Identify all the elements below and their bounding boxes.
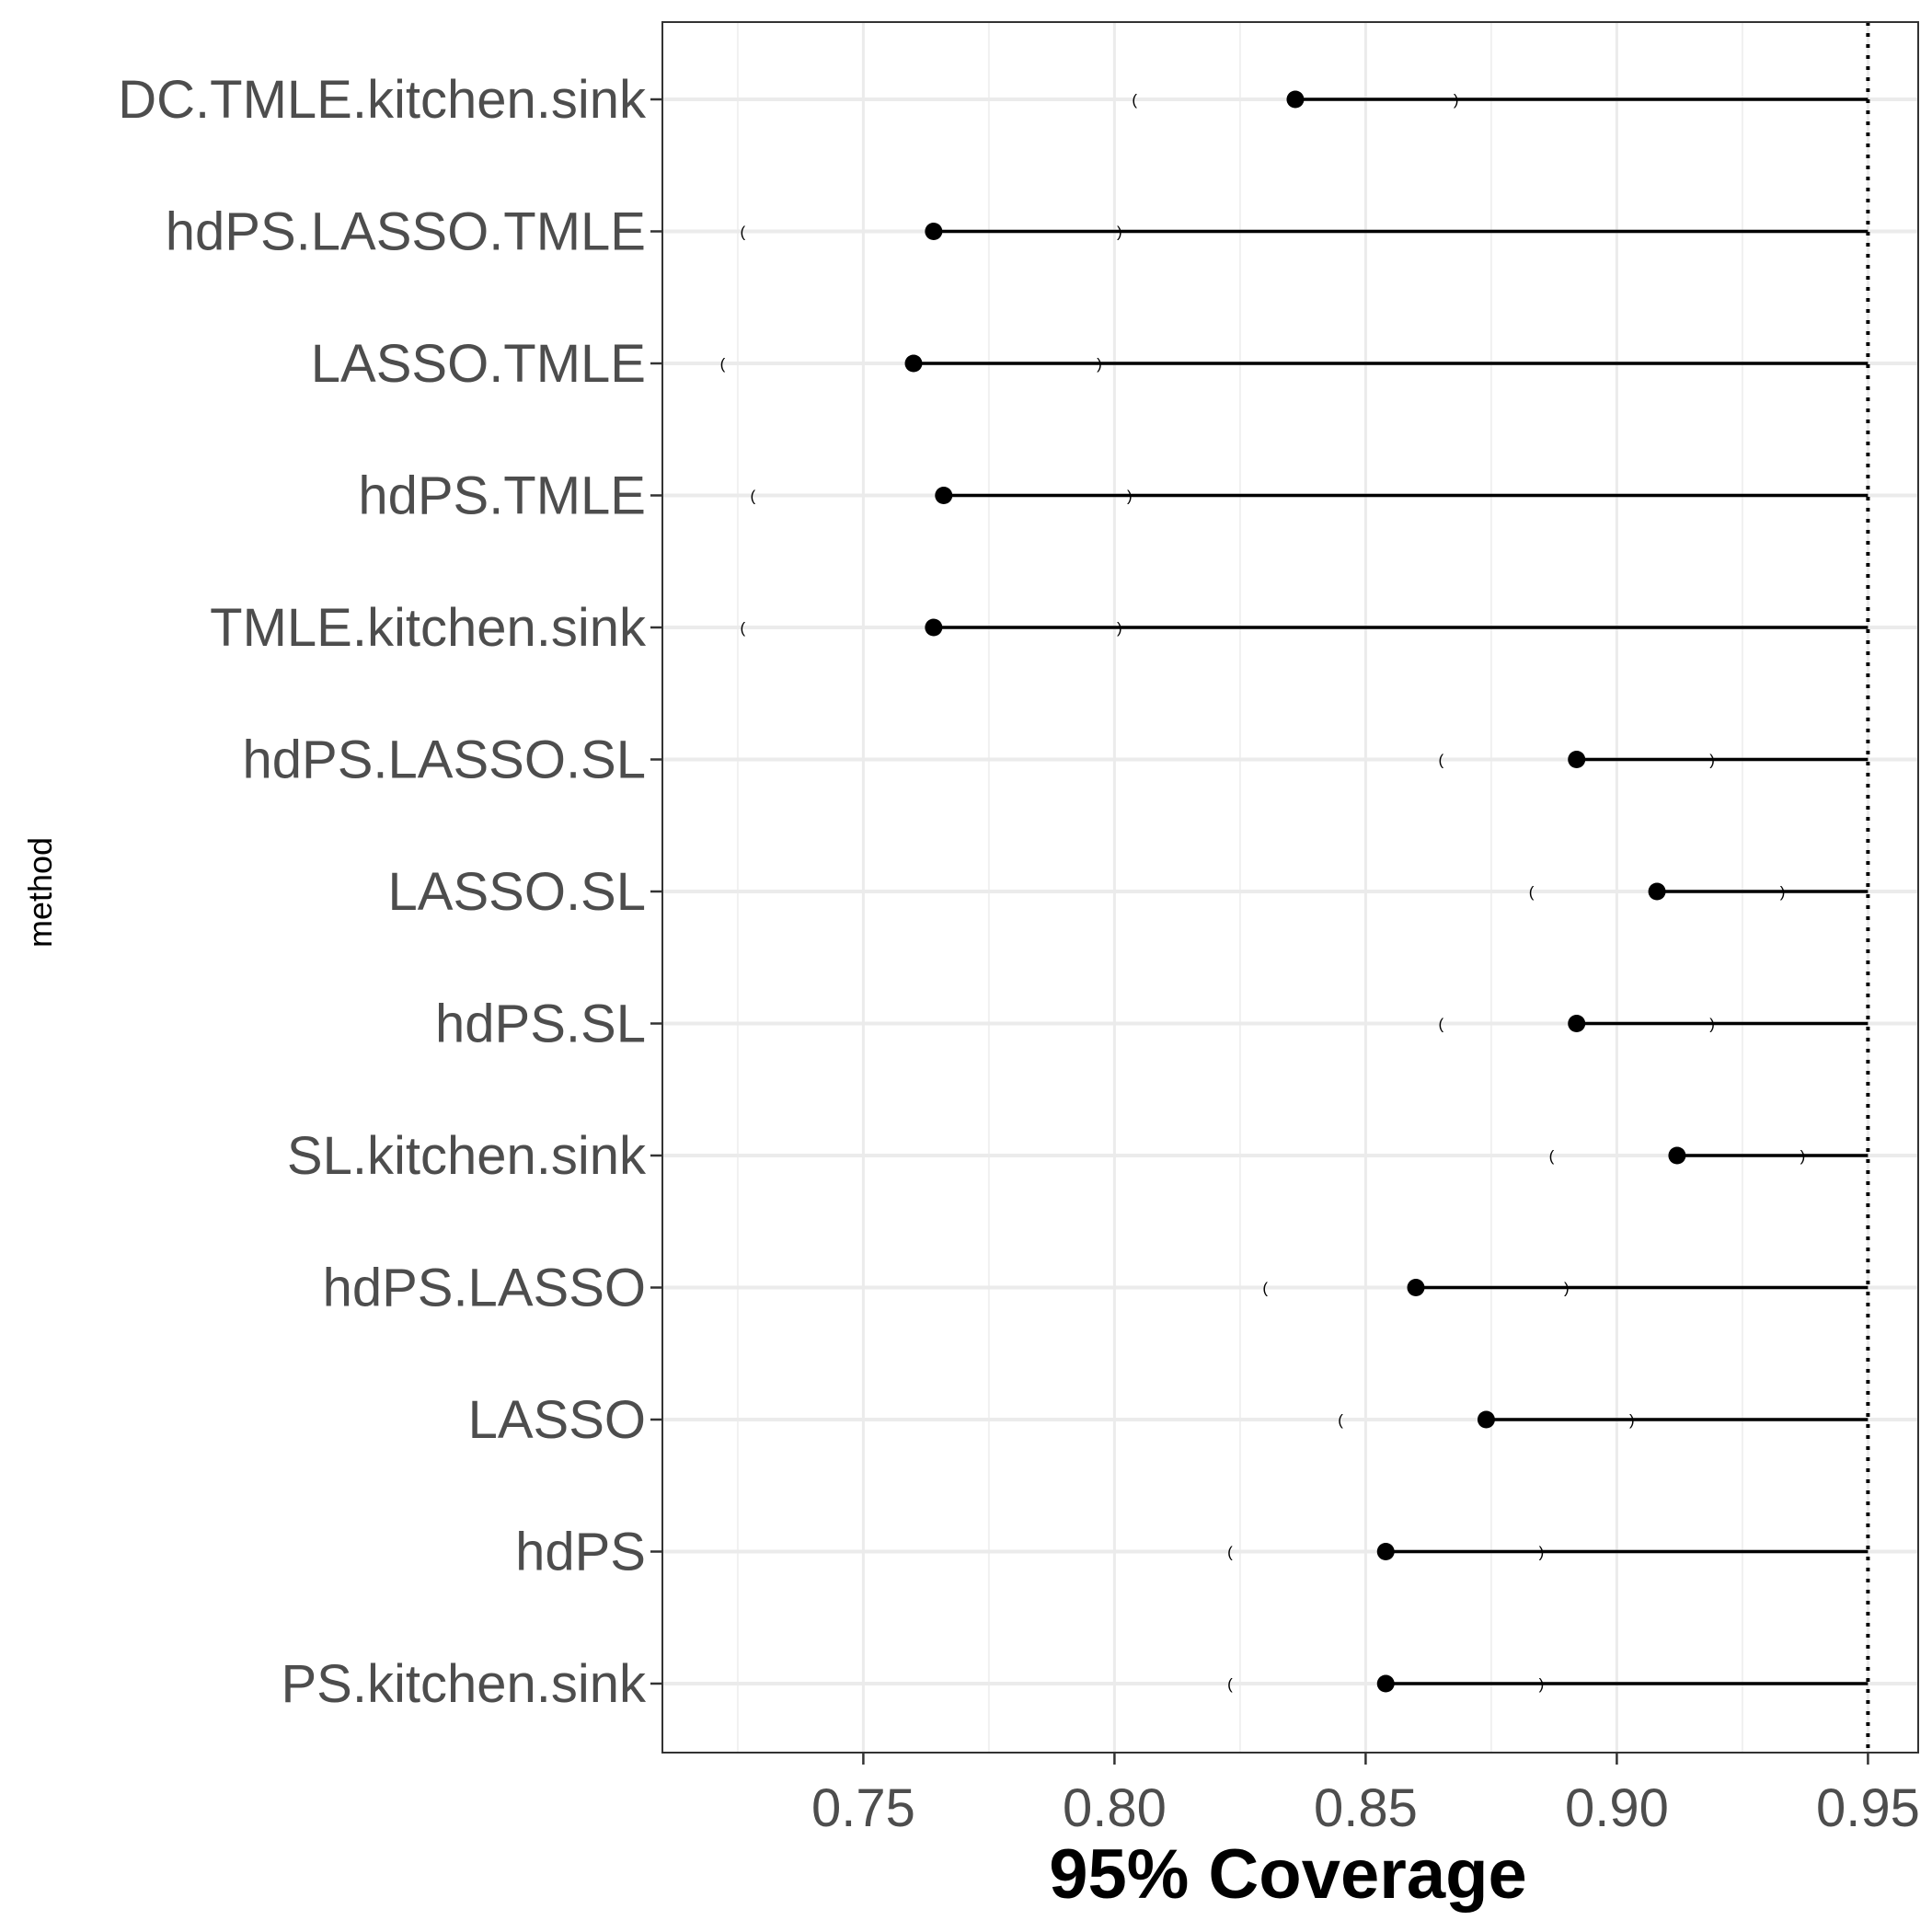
coverage-point	[925, 223, 943, 240]
ci-upper-marker: )	[1800, 1147, 1806, 1165]
ci-upper-marker: )	[1097, 355, 1102, 373]
ci-lower-marker: (	[1227, 1544, 1233, 1561]
ci-upper-marker: )	[1709, 752, 1715, 769]
ci-lower-marker: (	[750, 488, 755, 505]
ci-lower-marker: (	[1438, 1016, 1443, 1033]
x-tick-label: 0.75	[811, 1778, 915, 1838]
ci-upper-marker: )	[1127, 488, 1133, 505]
ci-upper-marker: )	[1539, 1544, 1545, 1561]
x-tick-label: 0.85	[1314, 1778, 1418, 1838]
coverage-point	[1648, 882, 1666, 901]
ci-upper-marker: )	[1117, 619, 1122, 637]
ci-upper-marker: )	[1539, 1675, 1545, 1693]
y-tick-label: hdPS.LASSO.TMLE	[166, 202, 646, 262]
coverage-point	[1568, 751, 1586, 768]
coverage-point	[1477, 1410, 1495, 1429]
ci-lower-marker: (	[1262, 1280, 1268, 1297]
ci-lower-marker: (	[1227, 1675, 1233, 1693]
plot-panel-border	[661, 21, 1919, 1754]
ci-upper-marker: )	[1117, 224, 1122, 241]
ci-upper-marker: )	[1629, 1411, 1635, 1429]
x-tick-label: 0.80	[1063, 1778, 1167, 1838]
x-axis-title: 95% Coverage	[1049, 1835, 1527, 1914]
ci-lower-marker: (	[741, 224, 746, 241]
ci-lower-marker: (	[1438, 752, 1443, 769]
axes-layer: 0.75 0.80 0.85 0.90 0.95 DC.TMLE.kitchen.sink…	[118, 70, 1920, 1838]
y-axis-title: method	[21, 837, 59, 948]
y-tick-label: hdPS.SL	[435, 995, 646, 1054]
coverage-point	[904, 354, 923, 373]
y-tick-label: LASSO	[468, 1390, 646, 1450]
ci-upper-marker: )	[1709, 1016, 1715, 1033]
ci-lower-marker: (	[1132, 91, 1137, 109]
grid-layer	[662, 22, 1918, 1753]
y-tick-label: PS.kitchen.sink	[281, 1654, 647, 1714]
data-layer: () () () () () () () () () () () () ()	[720, 22, 1870, 1753]
y-tick-label: DC.TMLE.kitchen.sink	[118, 70, 647, 130]
x-tick-label: 0.95	[1816, 1778, 1920, 1838]
coverage-point	[1376, 1543, 1395, 1560]
ci-lower-marker: (	[1549, 1147, 1555, 1165]
ci-upper-marker: )	[1564, 1280, 1570, 1297]
y-tick-label: hdPS.TMLE	[358, 466, 646, 526]
ci-upper-marker: )	[1780, 883, 1786, 901]
coverage-point	[1668, 1146, 1686, 1165]
x-tick-label: 0.90	[1565, 1778, 1669, 1838]
y-tick-label: LASSO.TMLE	[311, 334, 646, 394]
y-tick-label: TMLE.kitchen.sink	[210, 598, 647, 658]
ci-lower-marker: (	[1338, 1411, 1343, 1429]
ci-upper-marker: )	[1454, 91, 1459, 109]
coverage-point	[1568, 1015, 1586, 1032]
coverage-point	[935, 487, 953, 504]
y-tick-label: SL.kitchen.sink	[287, 1126, 647, 1186]
coverage-point	[1376, 1674, 1395, 1693]
ci-lower-marker: (	[1529, 883, 1535, 901]
coverage-point	[1407, 1279, 1425, 1296]
y-tick-label: LASSO.SL	[388, 862, 646, 922]
y-tick-label: hdPS.LASSO	[323, 1259, 646, 1318]
y-tick-label: hdPS.LASSO.SL	[243, 730, 646, 790]
ci-lower-marker: (	[741, 619, 746, 637]
ci-lower-marker: (	[720, 355, 726, 373]
y-tick-label: hdPS	[515, 1523, 646, 1582]
coverage-point	[1286, 90, 1305, 109]
coverage-point	[925, 618, 943, 637]
